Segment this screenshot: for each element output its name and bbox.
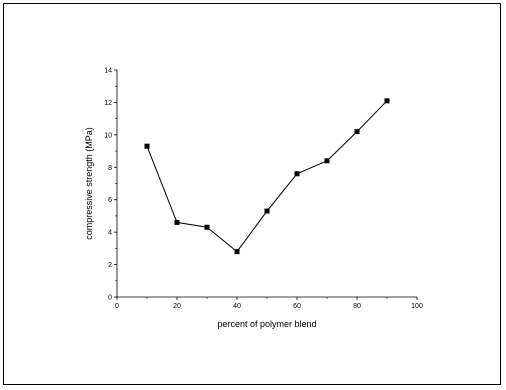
x-tick-label: 20 (173, 303, 181, 310)
x-tick-label: 40 (233, 303, 241, 310)
y-tick-label: 8 (108, 165, 112, 172)
y-tick-label: 2 (108, 262, 112, 269)
ticks: 0 20 40 60 80 100 0 2 4 6 8 10 12 14 (104, 68, 423, 311)
y-tick-label: 4 (108, 230, 112, 237)
data-point (324, 158, 330, 164)
data-point (264, 208, 270, 214)
y-tick-label: 14 (104, 68, 112, 75)
data-point (174, 219, 180, 225)
figure-frame (3, 3, 501, 385)
y-axis-title: compressive strength (MPa) (84, 127, 94, 240)
y-tick-label: 12 (104, 100, 112, 107)
y-tick-label: 10 (104, 132, 112, 139)
data-point (144, 143, 150, 149)
data-point (204, 224, 210, 230)
data-point (234, 249, 240, 255)
data-series (144, 98, 390, 255)
data-point (354, 129, 360, 135)
y-tick-label: 6 (108, 197, 112, 204)
data-point (294, 171, 300, 177)
x-tick-label: 80 (353, 303, 361, 310)
series-line (146, 100, 388, 253)
x-tick-label: 60 (293, 303, 301, 310)
x-axis-title: percent of polymer blend (217, 319, 316, 329)
x-tick-label: 0 (115, 303, 119, 310)
x-tick-label: 100 (411, 303, 423, 310)
y-tick-label: 0 (108, 295, 112, 302)
data-point (384, 98, 390, 104)
